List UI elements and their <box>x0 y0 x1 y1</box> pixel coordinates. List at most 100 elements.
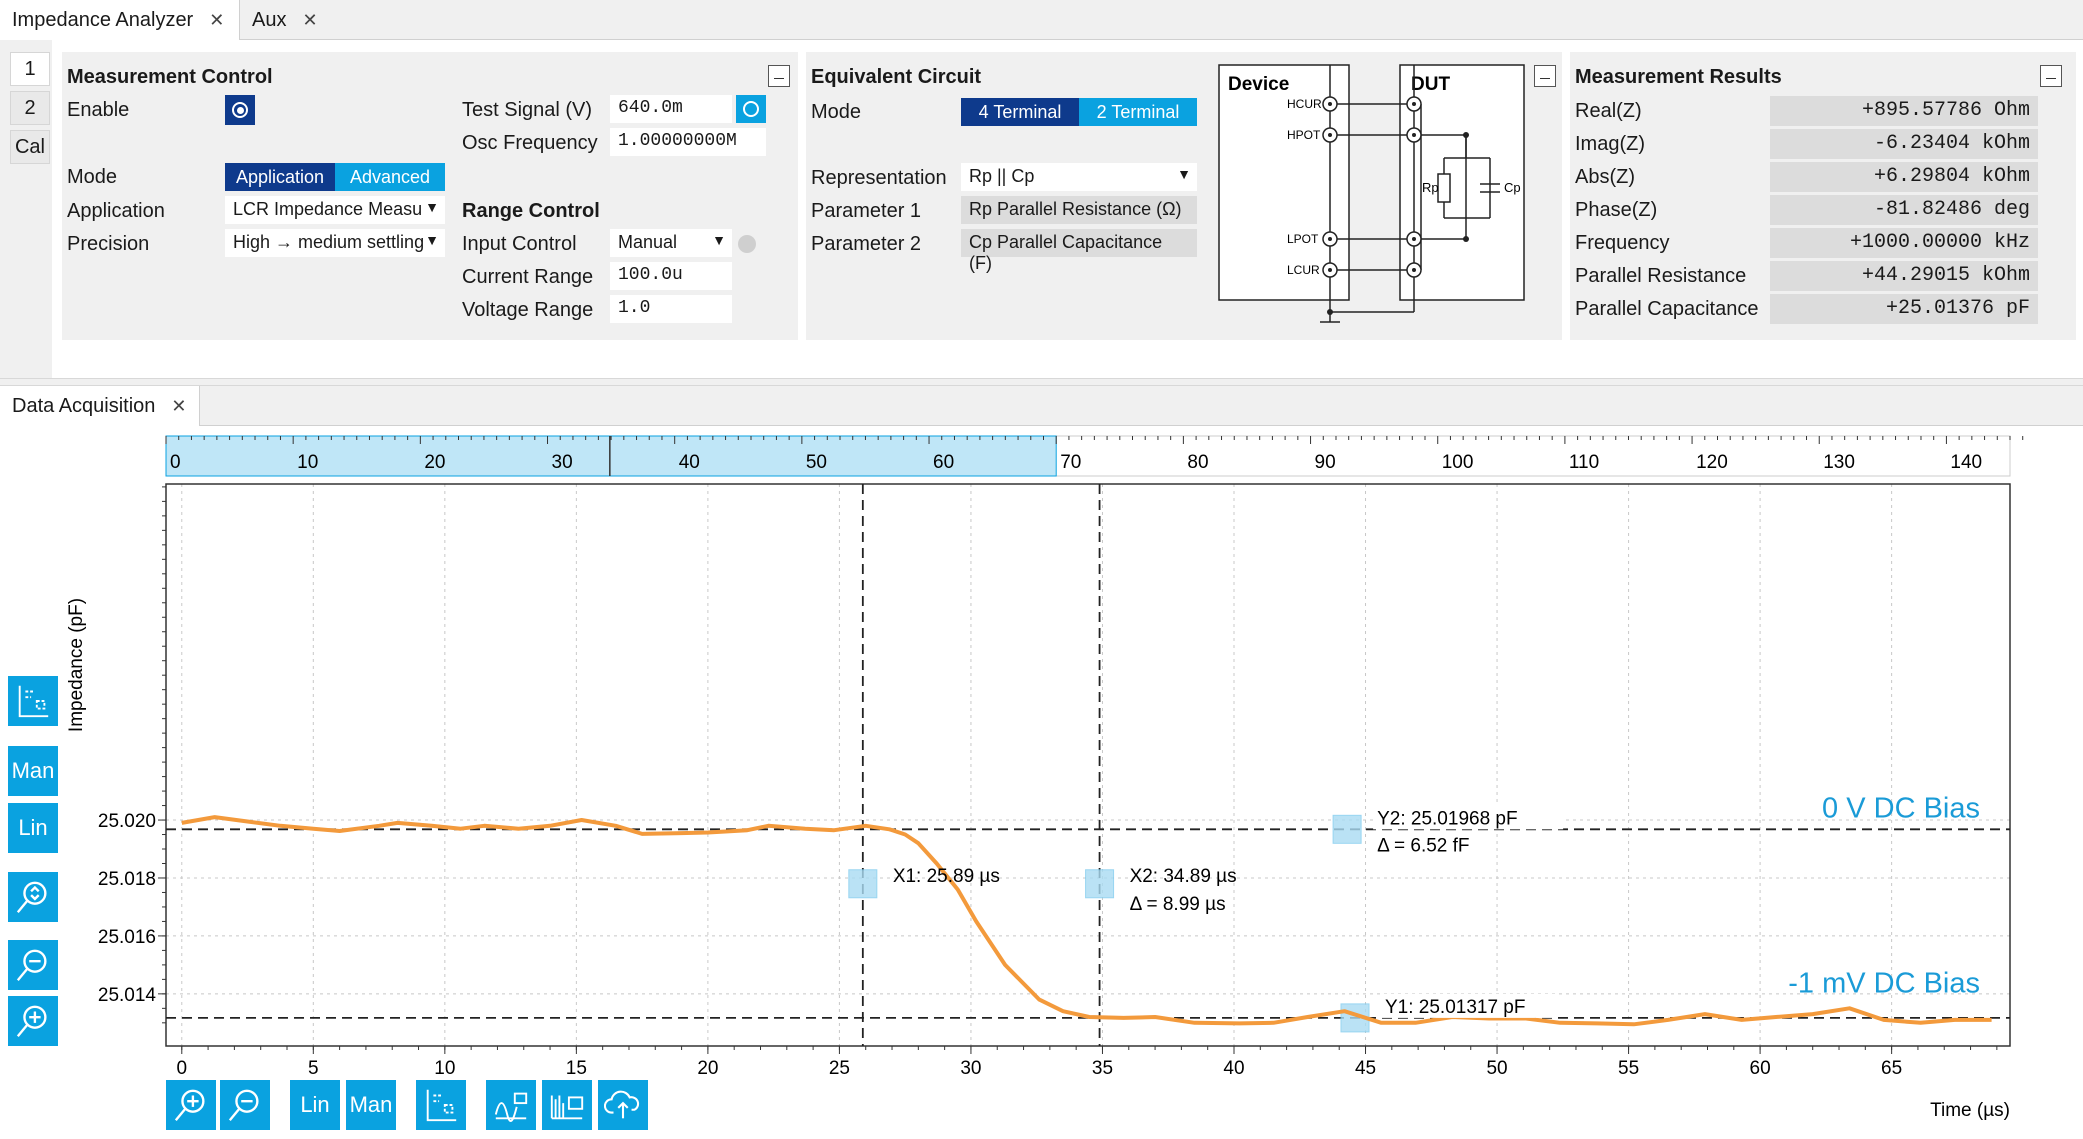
close-icon[interactable]: ✕ <box>209 9 225 30</box>
precision-label: Precision <box>67 233 150 255</box>
side-tab-cal[interactable]: Cal <box>10 130 50 164</box>
minimize-button[interactable] <box>768 65 790 87</box>
zoom-fit-button[interactable] <box>8 872 58 922</box>
zoom-in-icon <box>174 1089 205 1121</box>
side-tab-2[interactable]: 2 <box>10 91 50 125</box>
cp-label: Cp <box>1504 180 1521 195</box>
plot-frame <box>165 483 2011 1047</box>
rp-label: Rp <box>1422 180 1439 195</box>
mode-2-terminal[interactable]: 2 Terminal <box>1079 98 1197 126</box>
precision-value: High → medium settling <box>233 232 425 252</box>
cursor-settings-icon <box>18 685 49 718</box>
x-tick-label: 50 <box>1486 1058 1507 1079</box>
bottom-zoom-in-button[interactable] <box>166 1080 216 1130</box>
y-tick-label: 25.014 <box>98 985 157 1006</box>
cursor-x2-label: X2: 34.89 µs <box>1130 866 1237 887</box>
math-button[interactable] <box>486 1080 536 1130</box>
tab-data-acquisition[interactable]: Data Acquisition ✕ <box>0 386 200 426</box>
result-value-frequency: +1000.00000 kHz <box>1770 228 2038 258</box>
tab-aux[interactable]: Aux ✕ <box>240 0 340 40</box>
osc-frequency-label: Osc Frequency <box>462 132 598 154</box>
test-signal-input[interactable]: 640.0m <box>610 95 732 123</box>
enable-label: Enable <box>67 99 130 121</box>
mode-application[interactable]: Application <box>225 163 335 191</box>
representation-value: Rp || Cp <box>969 166 1035 186</box>
bottom-cursor-settings-button[interactable] <box>416 1080 466 1130</box>
bottom-linear-scale-button[interactable]: Lin <box>290 1080 340 1130</box>
input-control-select[interactable]: Manual ▼ <box>610 229 732 257</box>
cloud-upload-button[interactable] <box>598 1080 648 1130</box>
minimize-button[interactable] <box>1534 65 1556 87</box>
cursor-x2-delta: Δ = 8.99 µs <box>1130 894 1226 915</box>
parameter-2-value: Cp Parallel Capacitance (F) <box>961 229 1197 273</box>
y-tick-label: 25.016 <box>98 927 156 948</box>
hpot-label: HPOT <box>1287 128 1321 142</box>
result-label-parallel-capacitance: Parallel Capacitance <box>1575 298 1759 320</box>
mode-selector[interactable]: Application Advanced <box>225 163 445 191</box>
cursor-settings-button[interactable] <box>8 676 58 726</box>
x-tick-label: 5 <box>308 1058 319 1079</box>
zoom-in-button[interactable] <box>8 996 58 1046</box>
y-tick-label: 25.018 <box>98 869 156 890</box>
label-background <box>1380 993 1557 1018</box>
dut-label: DUT <box>1411 74 1450 95</box>
dropdown-arrow-icon: ▼ <box>425 232 439 248</box>
overview-axis[interactable]: 0 10 20 30 40 50 60 70 80 90 100 110 120 130 140 <box>165 435 2024 477</box>
top-tab-bar: Impedance Analyzer ✕ Aux ✕ <box>0 0 2083 40</box>
data-acquisition-plot[interactable]: 0 10 20 30 40 50 60 70 80 90 100 110 120 130 140 0 5 10 1… <box>0 426 2083 1136</box>
application-value: LCR Impedance Measu <box>233 199 423 219</box>
x-tick-label: 30 <box>960 1058 981 1079</box>
measurement-control-panel: Measurement Control Enable Mode Applicat… <box>62 52 798 340</box>
x-tick-label: 15 <box>566 1058 587 1079</box>
side-tab-1[interactable]: 1 <box>10 52 50 86</box>
x-tick-label: 0 <box>176 1058 187 1079</box>
application-select[interactable]: LCR Impedance Measu ▼ <box>225 196 445 224</box>
parameter-1-label: Parameter 1 <box>811 200 922 222</box>
y-axis-label: Impedance (pF) <box>66 598 87 732</box>
close-icon[interactable]: ✕ <box>302 9 318 30</box>
panel-splitter[interactable] <box>0 378 2083 386</box>
current-range-label: Current Range <box>462 266 594 288</box>
bottom-zoom-out-button[interactable] <box>220 1080 270 1130</box>
terminal-mode-selector[interactable]: 4 Terminal 2 Terminal <box>961 98 1197 126</box>
representation-select[interactable]: Rp || Cp ▼ <box>961 163 1197 191</box>
zoom-out-icon <box>16 949 47 981</box>
bottom-manual-scale-button[interactable]: Man <box>346 1080 396 1130</box>
cursor-y2-label: Y2: 25.01968 pF <box>1377 808 1518 829</box>
current-range-input[interactable]: 100.0u <box>610 262 732 290</box>
osc-frequency-input[interactable]: 1.00000000M <box>610 128 766 156</box>
equivalent-circuit-panel: Equivalent Circuit Mode 4 Terminal 2 Ter… <box>806 52 1562 340</box>
export-button[interactable] <box>542 1080 592 1130</box>
result-label-real: Real(Z) <box>1575 100 1642 122</box>
mode-4-terminal[interactable]: 4 Terminal <box>961 98 1079 126</box>
x-tick-label: 60 <box>1750 1058 1771 1079</box>
mode-label: Mode <box>67 166 118 188</box>
test-signal-toggle[interactable] <box>736 95 766 123</box>
voltage-range-input[interactable]: 1.0 <box>610 295 732 323</box>
zoom-out-button[interactable] <box>8 940 58 990</box>
minimize-button[interactable] <box>2040 65 2062 87</box>
dropdown-arrow-icon: ▼ <box>425 199 439 215</box>
cursor-y1-label: Y1: 25.01317 pF <box>1385 997 1526 1018</box>
tab-impedance-analyzer[interactable]: Impedance Analyzer ✕ <box>0 0 240 40</box>
mode-advanced[interactable]: Advanced <box>335 163 445 191</box>
dropdown-arrow-icon: ▼ <box>712 232 726 248</box>
representation-label: Representation <box>811 167 947 189</box>
result-label-phase: Phase(Z) <box>1575 199 1658 221</box>
cursor-y2-delta: Δ = 6.52 fF <box>1377 835 1469 856</box>
zoom-fit-icon <box>16 881 47 913</box>
precision-select[interactable]: High → medium settling ▼ <box>225 229 445 257</box>
result-value-imag: -6.23404 kOhm <box>1770 129 2038 159</box>
hcur-label: HCUR <box>1287 97 1322 111</box>
input-control-label: Input Control <box>462 233 577 255</box>
cursor-lines[interactable] <box>166 484 2010 1046</box>
range-control-title: Range Control <box>462 200 600 222</box>
x-tick-label: 25 <box>829 1058 850 1079</box>
manual-scale-button[interactable]: Man <box>8 746 58 796</box>
linear-scale-button[interactable]: Lin <box>8 803 58 853</box>
cursor-x2-handle <box>1085 869 1115 899</box>
cursor-x1-handle <box>848 869 878 899</box>
overview-tick-label: 140 <box>1950 452 1982 473</box>
close-icon[interactable]: ✕ <box>171 395 187 416</box>
enable-toggle[interactable] <box>225 95 255 125</box>
